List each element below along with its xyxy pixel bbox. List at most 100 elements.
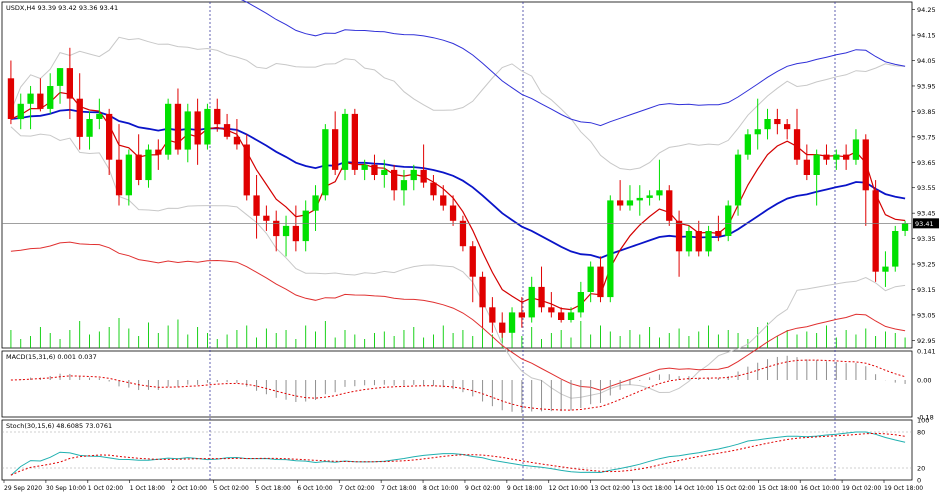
slow-ma-line bbox=[10, 108, 906, 259]
time-axis-label: 19 Oct 02:00 bbox=[842, 485, 881, 492]
candle-body bbox=[341, 113, 349, 170]
price-axis-label: 93.55 bbox=[917, 184, 936, 192]
candle-body bbox=[675, 220, 683, 252]
time-axis-label: 5 Oct 18:00 bbox=[255, 485, 290, 492]
candle-body bbox=[174, 103, 182, 150]
candle-body bbox=[774, 119, 781, 125]
candle-body bbox=[371, 164, 378, 175]
candle-body bbox=[892, 231, 899, 267]
candle-body bbox=[391, 169, 398, 191]
candle-body bbox=[843, 154, 850, 160]
bollinger-lower-line bbox=[10, 126, 906, 399]
price-axis-label: 93.45 bbox=[917, 210, 936, 218]
candle-body bbox=[263, 215, 270, 221]
macd-header: MACD(15,31,6) 0.001 0.037 bbox=[6, 353, 97, 361]
candle-body bbox=[410, 169, 417, 181]
candle-body bbox=[37, 93, 44, 109]
price-axis-label: 93.85 bbox=[917, 108, 936, 116]
current-price-box bbox=[913, 218, 939, 229]
price-axis-label: 93.75 bbox=[917, 133, 936, 141]
candle-body bbox=[204, 108, 211, 145]
envelope-upper-line bbox=[240, 0, 906, 127]
candle-body bbox=[214, 108, 221, 125]
candle-body bbox=[86, 119, 93, 137]
candle-body bbox=[852, 139, 860, 160]
candle-body bbox=[646, 195, 653, 198]
candle-body bbox=[577, 292, 584, 313]
candle-body bbox=[567, 312, 575, 320]
candle-body bbox=[243, 144, 250, 196]
candle-body bbox=[96, 113, 103, 119]
panel-frame-1 bbox=[1, 350, 913, 418]
candle-body bbox=[292, 225, 299, 242]
candle-body bbox=[636, 197, 643, 201]
candle-body bbox=[440, 195, 447, 206]
price-axis-label: 93.15 bbox=[917, 286, 936, 294]
candle-body bbox=[449, 205, 457, 221]
time-axis-label: 9 Oct 02:00 bbox=[465, 485, 500, 492]
macd-axis-label: -0.18 bbox=[917, 414, 934, 422]
candle-body bbox=[253, 195, 260, 216]
candle-body bbox=[744, 134, 751, 155]
stoch-header: Stoch(30,15,6) 48.6085 73.0761 bbox=[6, 422, 112, 430]
price-axis-label: 92.95 bbox=[917, 337, 936, 345]
candle-body bbox=[558, 312, 565, 320]
candle-body bbox=[813, 154, 820, 175]
candle-body bbox=[223, 124, 231, 137]
candle-body bbox=[165, 103, 172, 155]
candle-body bbox=[400, 180, 408, 191]
candle-body bbox=[518, 312, 525, 318]
time-axis-label: 6 Oct 10:00 bbox=[297, 485, 332, 492]
time-axis-label: 30 Sep 10:00 bbox=[46, 485, 86, 492]
candle-body bbox=[617, 200, 624, 206]
candle-body bbox=[381, 169, 388, 175]
price-axis-label: 94.25 bbox=[917, 6, 936, 14]
time-axis-label: 13 Oct 02:00 bbox=[591, 485, 630, 492]
candle-body bbox=[194, 111, 201, 145]
price-axis-label: 93.25 bbox=[917, 261, 936, 269]
time-axis-label: 16 Oct 10:00 bbox=[800, 485, 839, 492]
candle-body bbox=[135, 154, 142, 180]
candle-body bbox=[734, 154, 742, 206]
stoch-axis-label: 20 bbox=[917, 465, 925, 473]
panel-frame-0 bbox=[1, 1, 913, 349]
candle-body bbox=[764, 119, 771, 130]
candle-body bbox=[725, 205, 732, 236]
time-axis-label: 5 Oct 02:00 bbox=[214, 485, 249, 492]
candle-body bbox=[548, 307, 555, 313]
candle-body bbox=[833, 154, 840, 160]
candle-body bbox=[705, 231, 712, 252]
price-axis-label: 93.35 bbox=[917, 235, 936, 243]
time-axis-label: 7 Oct 02:00 bbox=[339, 485, 374, 492]
candle-body bbox=[607, 200, 614, 298]
price-axis-label: 93.95 bbox=[917, 82, 936, 90]
candle-body bbox=[145, 149, 152, 181]
candle-body bbox=[273, 220, 280, 237]
candle-body bbox=[125, 154, 132, 196]
candle-body bbox=[115, 159, 123, 196]
candle-body bbox=[361, 164, 368, 170]
time-axis-label: 13 Oct 18:00 bbox=[633, 485, 672, 492]
candle-body bbox=[479, 276, 486, 308]
stoch-axis-label: 100 bbox=[917, 417, 929, 425]
candle-body bbox=[322, 129, 329, 196]
stoch-axis-label: 0 bbox=[917, 477, 921, 485]
candle-body bbox=[597, 266, 604, 298]
candle-body bbox=[17, 103, 24, 120]
candle-body bbox=[351, 113, 358, 170]
candle-body bbox=[27, 93, 34, 104]
candle-body bbox=[332, 129, 339, 170]
candle-body bbox=[862, 139, 869, 191]
candle-body bbox=[420, 169, 427, 183]
panel-frame-2 bbox=[1, 419, 913, 481]
macd-axis-label: 0.141 bbox=[917, 348, 936, 356]
candle-body bbox=[155, 149, 162, 155]
bollinger-upper-line bbox=[10, 36, 906, 171]
macd-axis-label: 0.00 bbox=[917, 376, 931, 384]
candle-body bbox=[793, 129, 801, 160]
price-axis-label: 94.15 bbox=[917, 32, 936, 40]
candle-body bbox=[784, 124, 791, 130]
candle-body bbox=[7, 78, 15, 119]
